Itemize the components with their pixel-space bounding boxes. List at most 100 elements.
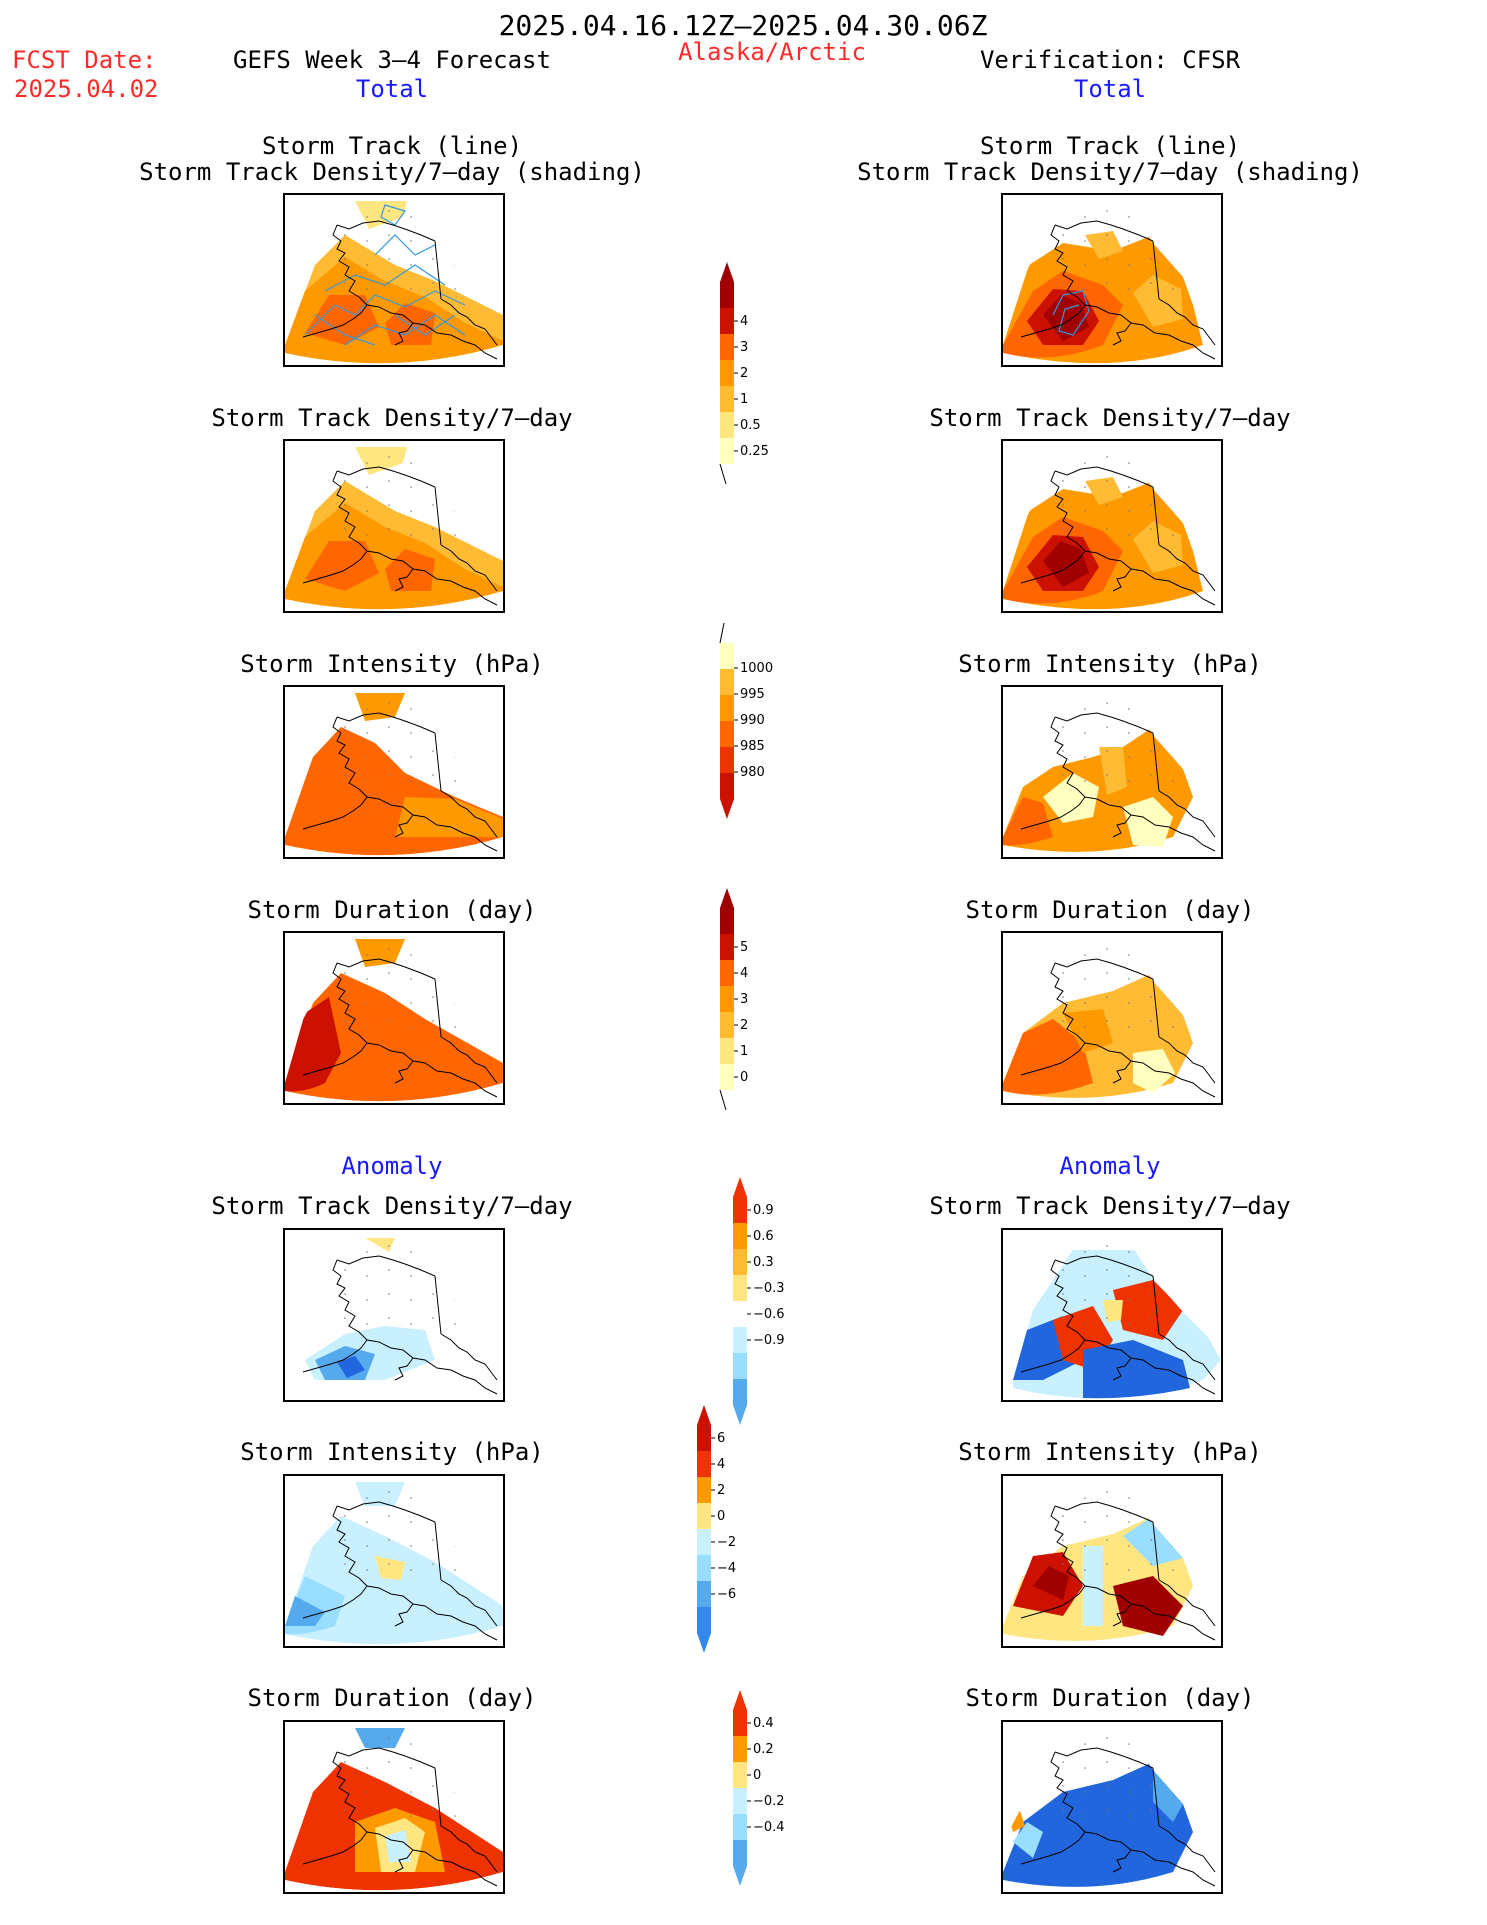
graticule-dot: [1172, 1569, 1174, 1571]
graticule-dot: [1172, 534, 1174, 536]
graticule-dot: [1062, 1737, 1064, 1739]
graticule-dot: [1128, 510, 1130, 512]
graticule-dot: [1172, 1323, 1174, 1325]
coastline: [302, 1747, 498, 1887]
graticule-dot: [1172, 954, 1174, 956]
fcst-date-value: 2025.04.02: [14, 75, 159, 103]
graticule-dot: [366, 954, 368, 956]
graticule-dot: [432, 1293, 434, 1295]
map-density-right-svg: [1003, 447, 1221, 610]
graticule-dot: [1150, 282, 1152, 284]
graticule-dot: [344, 1020, 346, 1022]
graticule-dot: [1084, 1521, 1086, 1523]
colorbar-segment: [733, 1710, 747, 1736]
graticule-dot: [344, 948, 346, 950]
graticule-dot: [1150, 1317, 1152, 1319]
shaded-region: [1043, 295, 1089, 341]
graticule-dot: [432, 1785, 434, 1787]
graticule-dot: [1172, 1521, 1174, 1523]
graticule-dot: [410, 1323, 412, 1325]
title-anom-duration-left: Storm Duration (day): [247, 1684, 537, 1712]
graticule-dot: [1150, 1785, 1152, 1787]
graticule-dot: [1128, 264, 1130, 266]
graticule-dot: [366, 978, 368, 980]
graticule-dot: [1084, 780, 1086, 782]
graticule-dot: [410, 1569, 412, 1571]
graticule-dot: [454, 1545, 456, 1547]
graticule-dot: [454, 1251, 456, 1253]
colorbar-segment: [697, 1425, 711, 1451]
graticule-dot: [1128, 1569, 1130, 1571]
graticule-dot: [1084, 534, 1086, 536]
fcst-date-label: FCST Date:: [12, 46, 157, 74]
graticule-dot: [1106, 1269, 1108, 1271]
shaded-region: [1043, 541, 1089, 587]
graticule-dot: [366, 1743, 368, 1745]
graticule-dot: [1150, 480, 1152, 482]
title-track-shading-left: Storm Track Density/7–day (shading): [139, 158, 645, 186]
colorbar-tick-label: 0: [740, 1070, 748, 1085]
map-anom-intensity-left: [283, 1474, 505, 1648]
graticule-dot: [1084, 732, 1086, 734]
graticule-dot: [1084, 1743, 1086, 1745]
graticule-dot: [388, 774, 390, 776]
map-anom-intensity-right: [1001, 1474, 1223, 1648]
colorbar-segment: [697, 1503, 711, 1529]
graticule-dot: [1150, 726, 1152, 728]
shaded-region: [1013, 1822, 1043, 1858]
graticule-dot: [410, 1002, 412, 1004]
graticule-dot: [410, 486, 412, 488]
coastline: [302, 466, 498, 606]
graticule-dot: [1062, 948, 1064, 950]
graticule-dot: [410, 462, 412, 464]
graticule-dot: [388, 1785, 390, 1787]
graticule-dot: [1128, 1275, 1130, 1277]
colorbar-tick-label: 2: [740, 366, 748, 381]
map-anom-density-right-svg: [1003, 1236, 1221, 1399]
graticule-dot: [410, 780, 412, 782]
graticule-dot: [432, 1563, 434, 1565]
coastline: [302, 958, 498, 1098]
graticule-dot: [388, 1809, 390, 1811]
graticule-dot: [410, 1026, 412, 1028]
colorbar-tick-label: 1000: [740, 661, 773, 676]
graticule-dot: [1084, 708, 1086, 710]
colorbar-segment: [720, 643, 734, 669]
graticule-dot: [1128, 1815, 1130, 1817]
graticule-dot: [344, 1563, 346, 1565]
graticule-dot: [410, 978, 412, 980]
graticule-dot: [454, 264, 456, 266]
graticule-dot: [1106, 972, 1108, 974]
graticule-dot: [1084, 1791, 1086, 1793]
graticule-dot: [388, 1293, 390, 1295]
colorbar-segment: [697, 1581, 711, 1607]
graticule-dot: [1172, 1275, 1174, 1277]
graticule-dot: [454, 1569, 456, 1571]
shaded-region: [1043, 773, 1099, 823]
graticule-dot: [388, 1563, 390, 1565]
colorbar-tick-label: 0.2: [753, 1742, 774, 1757]
graticule-dot: [366, 1002, 368, 1004]
graticule-dot: [1128, 534, 1130, 536]
colorbar-segment: [720, 960, 734, 986]
graticule-dot: [454, 510, 456, 512]
graticule-dot: [1128, 756, 1130, 758]
graticule-dot: [1128, 1002, 1130, 1004]
graticule-dot: [366, 510, 368, 512]
graticule-dot: [1062, 1515, 1064, 1517]
graticule-dot: [432, 1020, 434, 1022]
graticule-dot: [344, 234, 346, 236]
shaded-region: [395, 797, 503, 837]
graticule-dot: [1150, 1809, 1152, 1811]
graticule-dot: [1172, 1791, 1174, 1793]
colorbar-tail: [719, 463, 727, 485]
colorbar-top-arrow: [733, 1177, 747, 1197]
graticule-dot: [366, 1815, 368, 1817]
colorbar-tick-label: −0.9: [753, 1333, 785, 1348]
graticule-dot: [344, 456, 346, 458]
graticule-dot: [1084, 756, 1086, 758]
colorbar-tick-label: 0: [717, 1509, 725, 1524]
colorbar-bottom-arrow: [697, 1633, 711, 1653]
graticule-dot: [344, 1761, 346, 1763]
graticule-dot: [366, 288, 368, 290]
